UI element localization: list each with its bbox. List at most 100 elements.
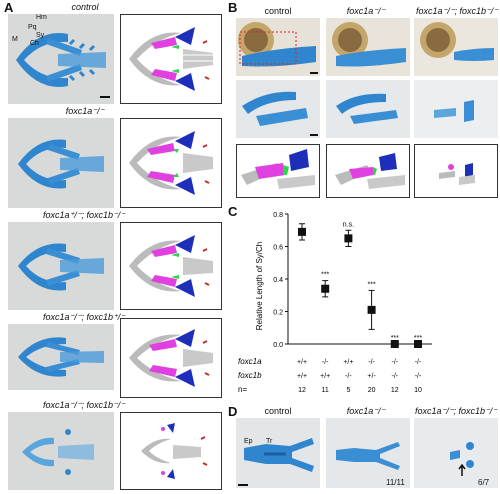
table-cell: 11 [322,387,329,394]
table-row-label: foxc1b [238,371,262,380]
b-schematic-0 [236,144,320,198]
chart-axes: 0.0 0.2 0.4 0.6 0.8 [273,212,432,349]
zoom-stain-0 [242,91,308,126]
table-cell: 12 [391,387,399,394]
y-tick-label: 0.4 [273,277,283,284]
schematic-0 [120,14,222,104]
b-col-title-1: foxc1a⁻/⁻ [346,6,386,16]
significance-label: n.s. [343,221,354,228]
scale-bar-b-zoom [310,134,318,136]
row-title-0: control [71,2,99,12]
data-point [390,340,399,348]
scale-bar-a [100,96,110,98]
trabeculae-photo-1 [326,418,410,488]
chart-points: *** n.s. *** *** *** [298,221,422,348]
table-cell: 12 [298,387,306,394]
table-cell: -/- [345,373,352,380]
b-schematic-drawing-1 [335,153,405,189]
cartilage-photo-4 [8,412,114,490]
cartilage-stain-2 [18,243,104,291]
b-schematic-1 [326,144,410,198]
b-schematic-drawing-2 [439,163,475,185]
chart-ylabel: Relative Length of Sy/Ch [255,242,264,331]
data-point [344,234,353,243]
panel-label-c: C [228,204,238,219]
table-cell: -/- [391,359,398,366]
row-title-2: foxc1a⁺/⁻; foxc1b⁻/⁻ [42,210,126,220]
chart-c: Relative Length of Sy/Ch 0.0 0.2 0.4 0.6 0.8… [238,212,432,394]
b-col-title-0: control [264,6,292,16]
cartilage-photo-0 [8,14,114,104]
table-cell: +/+ [297,359,307,366]
zoom-photo-1 [326,80,410,138]
table-cell: +/+ [297,373,307,380]
cartilage-stain-3 [18,337,104,377]
table-row-label: n= [238,385,247,394]
table-row-label: foxc1a [238,357,262,366]
schematic-1 [120,118,222,208]
head-stain-1 [332,22,406,67]
head-photo-2 [414,18,498,76]
y-tick-label: 0.8 [273,212,283,219]
schematic-drawing-1 [129,131,213,195]
panel-label-b: B [228,0,238,15]
table-cell: -/- [415,373,422,380]
data-point [298,227,306,236]
y-tick-label: 0.2 [273,310,283,317]
significance-label: *** [391,335,399,342]
label-sy: Sy [36,32,45,39]
table-cell: -/- [391,373,398,380]
schematic-drawing-2 [129,235,213,297]
trabeculae-photo-2 [414,418,498,488]
panel-label-d: D [228,404,238,419]
schematic-3 [120,318,222,398]
panel-label-a: A [4,0,14,15]
trabeculae-photo-0 [236,418,320,488]
d-col-title-2: foxc1a⁻/⁻; foxc1b⁻/⁻ [414,406,498,416]
label-ep: Ep [244,438,253,445]
head-photo-0 [236,18,320,76]
trabeculae-stain-0 [244,438,314,472]
genotype-table: foxc1a +/+ -/- +/+ -/- -/- -/- foxc1b +/+ +/+ -/- +… [238,357,422,394]
data-point [367,305,376,314]
schematic-drawing-4 [141,423,208,479]
row-title-4: foxc1a⁻/⁻; foxc1b⁻/⁻ [42,400,126,410]
significance-label: *** [321,272,329,279]
label-tr: Tr [266,438,273,445]
table-cell: -/- [368,359,375,366]
zoom-photo-0 [236,80,320,138]
schematic-4 [120,412,222,490]
count-double: 6/7 [478,478,490,487]
scale-bar-d [238,484,248,486]
cartilage-photo-2 [8,222,114,310]
b-schematic-drawing-0 [241,149,315,189]
head-stain-0 [238,22,316,67]
schematic-drawing-3 [129,329,213,387]
table-cell: 20 [368,387,376,394]
count-foxc1a: 11/11 [386,478,405,487]
row-title-1: foxc1a⁻/⁻ [65,106,105,116]
cartilage-stain-1 [18,139,104,189]
data-point [321,284,330,293]
d-col-title-0: control [264,406,292,416]
y-tick-label: 0.6 [273,245,283,252]
significance-label: *** [414,335,422,342]
zoom-photo-2 [414,80,498,138]
label-m: M [12,36,18,43]
b-col-title-2: foxc1a⁻/⁻; foxc1b⁻/⁻ [415,6,499,16]
label-ch: Ch [30,40,39,47]
table-cell: +/+ [343,359,353,366]
table-cell: -/- [322,359,329,366]
trabeculae-stain-1 [336,442,400,470]
trabeculae-stain-2 [450,442,474,476]
cartilage-photo-1 [8,118,114,208]
cartilage-stain-0 [16,33,106,87]
y-tick-label: 0.0 [273,342,283,349]
table-cell: -/- [415,359,422,366]
data-point [414,340,422,348]
table-cell: +/+ [320,373,330,380]
label-pq: Pq [28,24,37,31]
label-hm: Hm [36,14,47,21]
scale-bar-b-top [310,72,318,74]
b-schematic-2 [414,144,498,198]
